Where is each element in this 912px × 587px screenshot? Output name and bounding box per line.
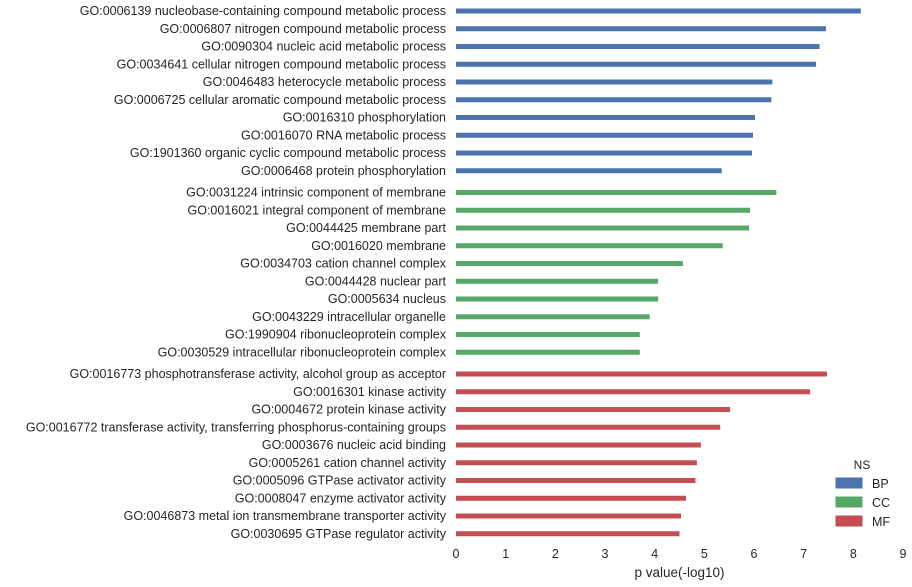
bar <box>456 132 754 138</box>
bar <box>456 243 723 249</box>
bar <box>456 115 755 120</box>
bar <box>456 513 681 519</box>
category-label: GO:0016301 kinase activity <box>293 385 447 399</box>
x-tick-label: 3 <box>602 547 609 561</box>
bar <box>456 478 696 483</box>
category-label: GO:0004672 protein kinase activity <box>251 403 446 417</box>
bar <box>456 371 828 377</box>
x-tick-label: 2 <box>552 547 559 561</box>
bar <box>456 207 751 213</box>
x-tick-label: 7 <box>800 547 807 561</box>
bar <box>456 225 750 231</box>
x-tick-label: 5 <box>701 547 708 561</box>
bar <box>456 332 640 337</box>
category-label: GO:0005261 cation channel activity <box>249 456 447 470</box>
category-label: GO:0090304 nucleic acid metabolic proces… <box>201 40 446 54</box>
bar <box>456 495 686 501</box>
bar <box>456 296 659 302</box>
category-label: GO:0044428 nuclear part <box>305 274 447 288</box>
category-label: GO:0006725 cellular aromatic compound me… <box>114 93 446 107</box>
legend: NS BP CC MF <box>834 458 890 529</box>
category-label: GO:0046873 metal ion transmembrane trans… <box>124 509 447 523</box>
bar <box>456 97 772 103</box>
x-tick-label: 6 <box>751 547 758 561</box>
category-label: GO:0003676 nucleic acid binding <box>262 438 446 452</box>
legend-label: MF <box>872 515 890 529</box>
category-label: GO:0016772 transferase activity, transfe… <box>26 420 446 434</box>
bar <box>456 531 680 537</box>
bar <box>456 407 731 412</box>
bar <box>456 460 697 466</box>
category-label: GO:0044425 membrane part <box>286 221 446 235</box>
category-label: GO:0034703 cation channel complex <box>240 257 446 271</box>
category-label: GO:1901360 organic cyclic compound metab… <box>130 146 446 160</box>
legend-label: BP <box>872 477 889 491</box>
bar <box>456 314 650 320</box>
x-tick-label: 4 <box>651 547 658 561</box>
x-tick-label: 8 <box>850 547 857 561</box>
category-label: GO:0006139 nucleobase-containing compoun… <box>80 4 446 18</box>
category-label: GO:0030695 GTPase regulator activity <box>231 527 447 541</box>
category-label: GO:0034641 cellular nitrogen compound me… <box>117 57 446 71</box>
bar <box>456 168 722 174</box>
bar <box>456 79 773 85</box>
category-label: GO:0006807 nitrogen compound metabolic p… <box>160 22 446 36</box>
x-tick-label: 1 <box>502 547 509 561</box>
category-label: GO:0031224 intrinsic component of membra… <box>186 186 446 200</box>
category-label: GO:0005096 GTPase activator activity <box>233 474 447 488</box>
bar <box>456 8 861 14</box>
category-labels: GO:0006139 nucleobase-containing compoun… <box>26 4 447 541</box>
x-tick-label: 9 <box>900 547 907 561</box>
bar <box>456 442 701 448</box>
bar <box>456 61 817 67</box>
bar <box>456 26 827 32</box>
category-label: GO:0005634 nucleus <box>328 292 446 306</box>
legend-title: NS <box>854 458 871 472</box>
bar <box>456 261 683 266</box>
category-label: GO:0046483 heterocycle metabolic process <box>203 75 446 89</box>
category-label: GO:0016773 phosphotransferase activity, … <box>70 367 446 381</box>
category-label: GO:0016070 RNA metabolic process <box>241 128 446 142</box>
category-label: GO:1990904 ribonucleoprotein complex <box>225 328 447 342</box>
legend-swatch <box>834 495 864 509</box>
category-label: GO:0008047 enzyme activator activity <box>235 491 447 505</box>
bar <box>456 424 721 430</box>
category-label: GO:0016020 membrane <box>311 239 446 253</box>
legend-swatch <box>834 476 864 490</box>
x-axis-title: p value(-log10) <box>634 565 724 580</box>
bar <box>456 389 811 395</box>
category-label: GO:0030529 intracellular ribonucleoprote… <box>158 345 447 359</box>
legend-swatch <box>834 514 864 528</box>
bars-layer <box>456 8 861 537</box>
bar <box>456 150 753 156</box>
category-label: GO:0016021 integral component of membran… <box>188 203 447 217</box>
bar <box>456 278 659 284</box>
legend-label: CC <box>872 496 890 510</box>
category-label: GO:0043229 intracellular organelle <box>252 310 446 324</box>
x-tick-label: 0 <box>453 547 460 561</box>
category-label: GO:0016310 phosphorylation <box>283 111 446 125</box>
x-axis: 0 1 2 3 4 5 6 7 8 9 <box>453 547 907 561</box>
bar <box>456 190 777 195</box>
bar <box>456 44 820 49</box>
category-label: GO:0006468 protein phosphorylation <box>241 164 446 178</box>
bar <box>456 349 640 355</box>
